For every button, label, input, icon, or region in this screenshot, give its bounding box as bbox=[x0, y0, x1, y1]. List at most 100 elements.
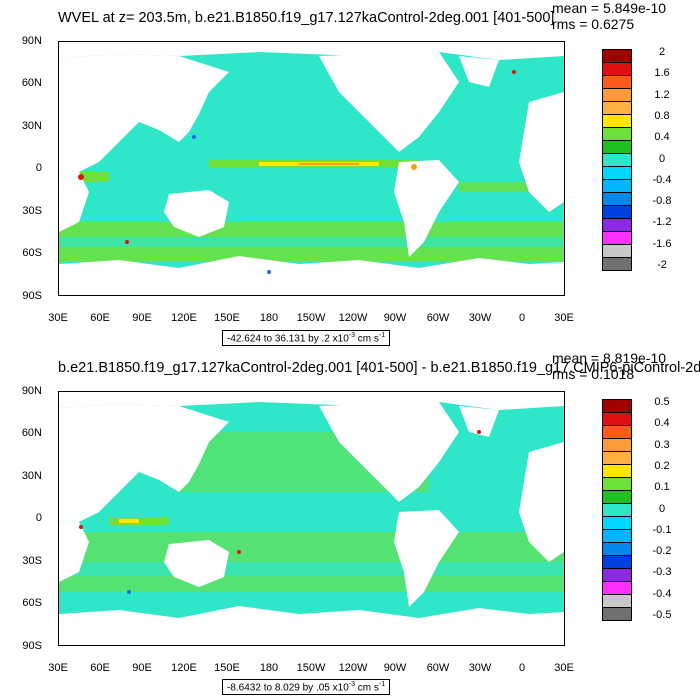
colorbar-swatch bbox=[602, 88, 632, 102]
south-america-land bbox=[394, 510, 459, 607]
colorbar: 2 1.6 1.2 0.8 0.4 0 -0.4 -0.8 -1.2 -1.6 -2 bbox=[602, 46, 671, 271]
map-title: b.e21.B1850.f19_g17.127kaControl-2deg.00… bbox=[58, 360, 700, 376]
colorbar-swatch bbox=[602, 594, 632, 608]
colorbar-swatch bbox=[602, 607, 632, 621]
lat-label: 90N bbox=[21, 35, 42, 47]
colorbar-label: -2 bbox=[657, 259, 667, 271]
colorbar-label: 0.3 bbox=[654, 438, 670, 451]
world-map bbox=[58, 391, 565, 646]
lat-label: 60S bbox=[22, 597, 42, 609]
colorbar-label: -0.5 bbox=[652, 609, 672, 621]
mean-stat: mean = 8.819e-10 bbox=[552, 350, 667, 366]
lat-label: 90S bbox=[22, 290, 42, 302]
colorbar-label: 0.4 bbox=[654, 131, 670, 144]
lon-label: 180 bbox=[259, 662, 279, 674]
colorbar-label: 0.8 bbox=[654, 109, 670, 122]
north-america-land bbox=[319, 52, 459, 152]
colorbar-swatch bbox=[602, 529, 632, 543]
lat-label: 30N bbox=[21, 470, 42, 482]
colorbar-label: -1.2 bbox=[652, 216, 672, 229]
south-america-land bbox=[394, 160, 459, 257]
lon-label: 60W bbox=[426, 312, 450, 324]
range-text: -42.624 to 36.131 by .2 x10 bbox=[227, 333, 349, 345]
colorbar-swatch bbox=[602, 451, 632, 465]
colorbar-swatch bbox=[602, 179, 632, 193]
colorbar-label: 1.6 bbox=[654, 67, 670, 80]
colorbar-swatch bbox=[602, 75, 632, 89]
lon-label: 120E bbox=[171, 312, 197, 324]
range-exponent: -3 bbox=[348, 681, 355, 688]
greenland-land bbox=[459, 406, 499, 437]
range-unit: cm s bbox=[355, 682, 379, 694]
colorbar-swatch bbox=[602, 153, 632, 167]
world-map-plot bbox=[59, 42, 564, 295]
north-america-land bbox=[319, 402, 459, 502]
lat-label: 30S bbox=[22, 205, 42, 217]
colorbar-swatch bbox=[602, 516, 632, 530]
colorbar-label: 0.4 bbox=[654, 417, 670, 430]
colorbar-label: -0.1 bbox=[652, 523, 672, 536]
lat-label: 0 bbox=[35, 512, 42, 524]
mean-stat: mean = 5.849e-10 bbox=[552, 0, 667, 16]
australia-land bbox=[164, 540, 229, 587]
arctic-land bbox=[59, 42, 564, 60]
colorbar-swatch bbox=[602, 412, 632, 426]
lat-label: 90N bbox=[21, 385, 42, 397]
colorbar-label: 0 bbox=[658, 502, 666, 515]
lon-label: 150E bbox=[214, 312, 240, 324]
colorbar-swatch bbox=[602, 477, 632, 491]
lon-label: 30E bbox=[48, 662, 68, 674]
lat-label: 0 bbox=[35, 162, 42, 174]
colorbar-swatch bbox=[602, 205, 632, 219]
eurasia-land bbox=[59, 54, 229, 172]
lon-label: 60E bbox=[90, 312, 110, 324]
colorbar-swatch bbox=[602, 542, 632, 556]
colorbar-label: 0 bbox=[658, 152, 666, 165]
colorbar-swatch bbox=[602, 464, 632, 478]
lon-label: 120W bbox=[338, 312, 368, 324]
range-unit: cm s bbox=[355, 333, 379, 345]
lon-label: 30E bbox=[48, 312, 68, 324]
world-map-plot bbox=[59, 392, 564, 645]
range-text: -8.6432 to 8.029 by .05 x10 bbox=[227, 682, 349, 694]
colorbar-swatch bbox=[602, 101, 632, 115]
colorbar-label: 2 bbox=[658, 46, 666, 58]
lon-label: 90E bbox=[132, 312, 152, 324]
eurasia-land bbox=[59, 404, 229, 522]
colorbar-swatch bbox=[602, 257, 632, 271]
colorbar-swatch bbox=[602, 568, 632, 582]
colorbar-label: 0.2 bbox=[654, 459, 670, 472]
colorbar-swatch bbox=[602, 503, 632, 517]
colorbar-swatch bbox=[602, 49, 632, 63]
africa-land bbox=[59, 520, 89, 582]
lon-label: 150E bbox=[214, 662, 240, 674]
colorbar-swatch bbox=[602, 555, 632, 569]
lon-label: 0 bbox=[518, 662, 526, 674]
lat-label: 30S bbox=[22, 555, 42, 567]
africa-land bbox=[59, 170, 89, 232]
range-unit-exponent: -1 bbox=[378, 332, 386, 339]
colorbar-swatch bbox=[602, 490, 632, 504]
colorbar-swatch bbox=[602, 399, 632, 413]
lon-label: 60E bbox=[90, 662, 110, 674]
rms-stat: rms = 0.1018 bbox=[552, 366, 635, 382]
colorbar: 0.5 0.4 0.3 0.2 0.1 0 -0.1 -0.2 -0.3 -0.4 -0.5 bbox=[602, 396, 671, 621]
colorbar-label: 0.5 bbox=[654, 396, 670, 408]
lon-label: 90W bbox=[383, 312, 407, 324]
colorbar-swatch bbox=[602, 581, 632, 595]
australia-land bbox=[164, 190, 229, 237]
colorbar-swatch bbox=[602, 231, 632, 245]
lon-label: 90E bbox=[132, 662, 152, 674]
bottom-map-panel: b.e21.B1850.f19_g17.127kaControl-2deg.00… bbox=[0, 350, 700, 700]
colorbar-swatch bbox=[602, 62, 632, 76]
colorbar-swatch bbox=[602, 127, 632, 141]
lon-label: 90W bbox=[383, 662, 407, 674]
colorbar-label: -1.6 bbox=[652, 237, 672, 250]
lon-label: 120E bbox=[171, 662, 197, 674]
colorbar-label: -0.8 bbox=[652, 195, 672, 208]
colorbar-label: 0.1 bbox=[654, 481, 670, 494]
range-exponent: -3 bbox=[348, 332, 355, 339]
rms-stat: rms = 0.6275 bbox=[552, 16, 635, 32]
lat-label: 30N bbox=[21, 120, 42, 132]
colorbar-swatch bbox=[602, 192, 632, 206]
